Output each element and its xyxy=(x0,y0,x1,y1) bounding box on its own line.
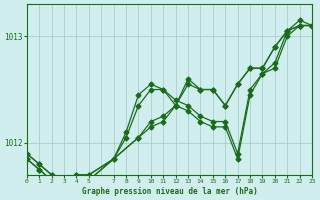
X-axis label: Graphe pression niveau de la mer (hPa): Graphe pression niveau de la mer (hPa) xyxy=(82,187,257,196)
